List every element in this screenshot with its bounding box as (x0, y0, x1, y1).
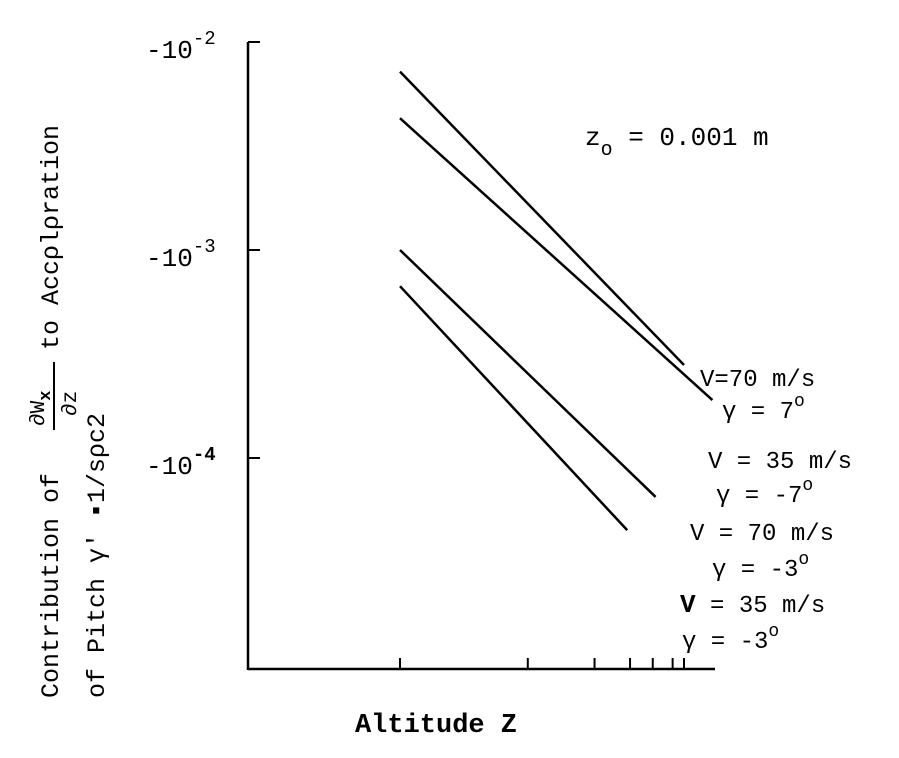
series-line-3 (399, 249, 657, 498)
y-tick-label-3: -10-4 (146, 444, 216, 482)
svg-text:Contribution of: Contribution of (37, 473, 66, 698)
series-label-4: V = 35 m/s γ = -3o (680, 590, 825, 656)
series-label-2: V = 35 m/s γ = -7o (708, 449, 852, 510)
svg-text:V = 35 m/s: V = 35 m/s (680, 590, 825, 620)
svg-text:∂Wx: ∂Wx (28, 391, 56, 426)
svg-text:γ = -7o: γ = -7o (716, 476, 813, 510)
annotation-z0: zo = 0.001 m (585, 123, 769, 162)
svg-text:V = 70 m/s: V = 70 m/s (690, 521, 834, 548)
svg-text:V=70 m/s: V=70 m/s (700, 367, 815, 394)
svg-text:γ = -3o: γ = -3o (712, 550, 809, 584)
svg-text:V = 35 m/s: V = 35 m/s (708, 449, 852, 476)
svg-text:to Accρlρration: to Accρlρration (37, 125, 66, 350)
svg-text:γ = -3o: γ = -3o (682, 622, 779, 656)
series-line-1 (399, 70, 685, 366)
y-tick-label-2: -10-3 (146, 236, 216, 274)
svg-text:∂z: ∂z (60, 391, 83, 416)
y-axis-label: Contribution of ∂Wx ∂z to Accρlρration o… (28, 125, 112, 698)
series-lines (399, 70, 714, 531)
svg-text:of Pitch γ' ▪1/sρc2: of Pitch γ' ▪1/sρc2 (83, 413, 112, 698)
series-label-3: V = 70 m/s γ = -3o (690, 521, 834, 584)
series-label-1: V=70 m/s γ = 7o (700, 367, 815, 426)
y-tick-label-1: -10-2 (146, 28, 216, 66)
x-axis-label: Altitude Z (355, 711, 517, 741)
series-line-2 (399, 117, 714, 401)
x-axis-ticks (399, 658, 685, 669)
svg-text:γ = 7o: γ = 7o (722, 392, 805, 426)
y-axis-ticks (248, 41, 260, 459)
series-line-4 (399, 285, 629, 531)
